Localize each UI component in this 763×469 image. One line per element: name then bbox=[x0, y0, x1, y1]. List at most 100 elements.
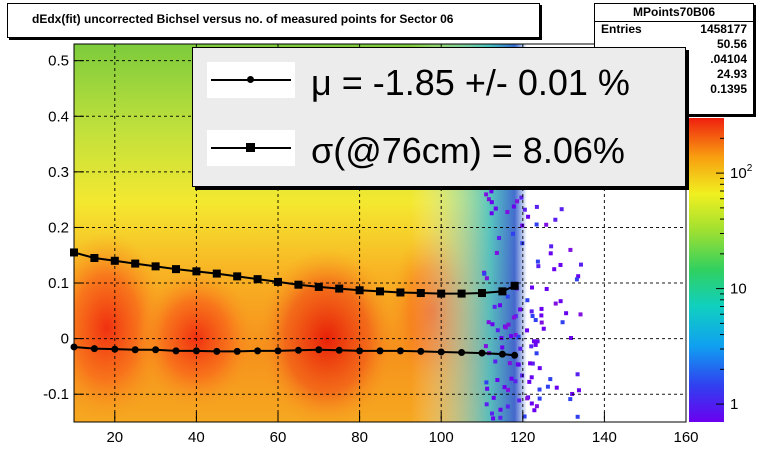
stats-row: 0.1395 bbox=[595, 82, 753, 97]
heatmap-cell bbox=[500, 345, 505, 350]
sigma-point bbox=[376, 287, 384, 296]
heatmap-cell bbox=[534, 204, 539, 209]
heatmap-cell bbox=[513, 379, 518, 384]
heatmap-cell bbox=[534, 351, 539, 356]
mu-point bbox=[376, 347, 384, 355]
mu-point bbox=[437, 348, 445, 356]
legend-symbol-circle bbox=[207, 62, 295, 98]
heatmap-cell bbox=[493, 359, 498, 364]
heatmap-cell bbox=[544, 286, 549, 291]
mu-point bbox=[213, 347, 221, 355]
heatmap-cell bbox=[560, 320, 565, 325]
heatmap-cell bbox=[539, 320, 544, 325]
heatmap-cell bbox=[495, 378, 500, 383]
heatmap-cell bbox=[511, 204, 516, 209]
sigma-point bbox=[172, 265, 180, 274]
sigma-point bbox=[498, 287, 507, 296]
x-tick-label: 100 bbox=[429, 429, 454, 446]
heatmap-cell bbox=[533, 342, 538, 347]
heatmap-cell bbox=[509, 376, 514, 381]
x-tick-label: 140 bbox=[592, 429, 617, 446]
heatmap-cell bbox=[535, 185, 540, 190]
stats-value: 0.1395 bbox=[710, 82, 747, 96]
heatmap-cell bbox=[492, 304, 497, 309]
heatmap-cell bbox=[490, 411, 495, 416]
heatmap-cell bbox=[516, 335, 521, 340]
legend-text-mu: μ = -1.85 +/- 0.01 % bbox=[311, 62, 630, 103]
heatmap-cell bbox=[568, 247, 573, 252]
heatmap-cell bbox=[495, 328, 500, 333]
stats-value: .04104 bbox=[710, 52, 747, 66]
heatmap-cell bbox=[535, 339, 540, 344]
heatmap-cell bbox=[559, 207, 564, 212]
heatmap-cell bbox=[513, 332, 518, 337]
heatmap-cell bbox=[485, 386, 490, 391]
y-axis: -0.1 0 0.1 0.2 0.3 0.4 0.5 bbox=[43, 53, 84, 403]
mu-point bbox=[498, 350, 506, 358]
heatmap-cell bbox=[575, 372, 580, 377]
x-tick-label: 20 bbox=[106, 429, 123, 446]
y-tick-label: 0.5 bbox=[48, 53, 69, 70]
heatmap-cell bbox=[517, 398, 522, 403]
heatmap-cell bbox=[529, 401, 534, 406]
heatmap-cell bbox=[532, 408, 537, 413]
heatmap-cell bbox=[578, 262, 583, 267]
y-tick-label: 0 bbox=[61, 331, 69, 348]
x-tick-label: 80 bbox=[351, 429, 368, 446]
sigma-point bbox=[478, 289, 486, 298]
sigma-point bbox=[131, 259, 140, 268]
mu-point bbox=[192, 347, 200, 355]
chart-title: dEdx(fit) uncorrected Bichsel versus no.… bbox=[7, 3, 540, 38]
x-tick-label: 160 bbox=[673, 429, 698, 446]
heatmap-cell bbox=[491, 395, 496, 400]
heatmap-cell bbox=[505, 404, 510, 409]
stats-value: 24.93 bbox=[716, 67, 747, 81]
x-tick-label: 40 bbox=[188, 429, 205, 446]
sigma-point bbox=[192, 267, 201, 276]
heatmap-cell bbox=[564, 311, 569, 316]
heatmap-cell bbox=[510, 231, 515, 236]
heatmap-cell bbox=[484, 380, 489, 385]
heatmap-cell bbox=[489, 200, 494, 205]
heatmap-cell bbox=[484, 192, 489, 197]
y-tick-label: 0.1 bbox=[48, 275, 69, 292]
heatmap-cell bbox=[499, 336, 504, 341]
heatmap-cell bbox=[530, 313, 535, 318]
mu-point bbox=[478, 349, 486, 357]
heatmap-cell bbox=[558, 299, 563, 304]
stats-name: MPoints70B06 bbox=[595, 4, 753, 22]
sigma-point bbox=[396, 288, 405, 297]
heatmap-cell bbox=[506, 387, 511, 392]
heatmap-cell bbox=[505, 294, 510, 299]
sigma-point bbox=[335, 284, 344, 293]
mu-point bbox=[294, 346, 302, 354]
mu-point bbox=[335, 346, 343, 354]
chart-title-text: dEdx(fit) uncorrected Bichsel versus no.… bbox=[32, 12, 454, 26]
mu-point bbox=[90, 345, 98, 353]
heatmap-cell bbox=[558, 262, 563, 267]
heatmap-cell bbox=[494, 250, 499, 255]
heatmap-cell bbox=[529, 344, 534, 349]
mu-point bbox=[274, 347, 282, 355]
y-tick-label: 0.2 bbox=[48, 219, 69, 236]
sigma-point bbox=[90, 254, 99, 263]
stats-value: 50.56 bbox=[716, 37, 747, 51]
mu-point bbox=[172, 347, 180, 355]
heatmap-cell bbox=[534, 404, 539, 409]
heatmap-cell bbox=[539, 306, 544, 311]
mu-point bbox=[254, 347, 262, 355]
sigma-point bbox=[416, 289, 425, 298]
mu-point bbox=[458, 349, 466, 357]
sigma-point bbox=[314, 282, 323, 291]
heatmap-cell bbox=[525, 328, 530, 333]
sigma-point bbox=[510, 281, 519, 290]
heatmap-cell bbox=[490, 322, 495, 327]
mu-point bbox=[315, 346, 323, 354]
sigma-point bbox=[212, 269, 221, 278]
y-tick-label: 0.4 bbox=[48, 108, 69, 125]
sigma-point bbox=[233, 272, 242, 281]
heatmap-cell bbox=[576, 388, 581, 393]
mu-point bbox=[356, 347, 364, 355]
sigma-point bbox=[437, 289, 446, 298]
heatmap-cell bbox=[497, 303, 502, 308]
